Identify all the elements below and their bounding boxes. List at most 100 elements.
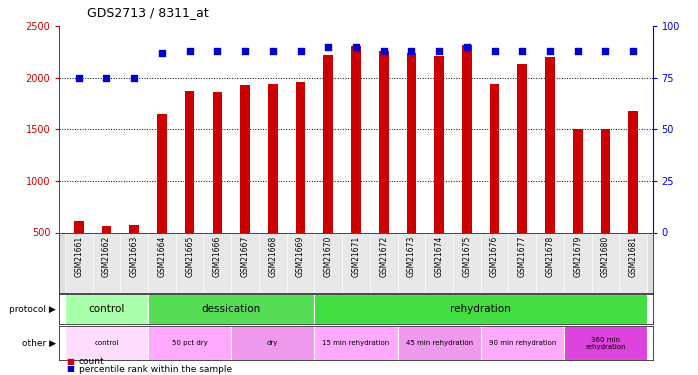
Bar [93,232,120,292]
Point [600,48,611,54]
Text: GSM21667: GSM21667 [241,236,250,277]
Bar [157,114,167,232]
Bar [287,232,314,292]
Point [156,50,168,56]
Bar [120,232,148,292]
Text: GDS2713 / 8311_at: GDS2713 / 8311_at [87,6,209,19]
Bar [323,55,333,232]
Bar [65,294,148,324]
Text: GSM21677: GSM21677 [518,236,527,277]
Point [211,48,223,54]
Point [406,48,417,54]
Point [544,48,556,54]
Point [433,48,445,54]
Point [350,44,362,50]
Text: GSM21673: GSM21673 [407,236,416,277]
Bar [212,92,222,232]
Bar [481,326,564,360]
Point [322,44,334,50]
Text: GSM21678: GSM21678 [546,236,554,277]
Point [73,75,84,81]
Text: GSM21675: GSM21675 [462,236,471,277]
Text: GSM21671: GSM21671 [352,236,360,277]
Point [378,48,389,54]
Bar [296,82,306,232]
Text: ■: ■ [66,357,74,366]
Bar [545,57,555,232]
Bar [425,232,453,292]
Text: GSM21674: GSM21674 [435,236,444,277]
Text: GSM21665: GSM21665 [185,236,194,277]
Bar [592,232,619,292]
Text: rehydration: rehydration [450,304,511,314]
Bar [601,129,610,232]
Bar [314,294,647,324]
Bar [342,232,370,292]
Text: GSM21661: GSM21661 [74,236,83,277]
Bar [434,56,444,232]
Text: GSM21670: GSM21670 [324,236,333,277]
Point [489,48,500,54]
Bar [268,84,278,232]
Text: other ▶: other ▶ [22,339,56,348]
Bar [573,129,583,232]
Bar [74,221,84,232]
Point [101,75,112,81]
Bar [102,226,111,232]
Text: GSM21680: GSM21680 [601,236,610,277]
Bar [536,232,564,292]
Point [461,44,473,50]
Point [239,48,251,54]
Bar [564,326,647,360]
Text: GSM21679: GSM21679 [573,236,582,277]
Text: GSM21669: GSM21669 [296,236,305,277]
Bar [314,232,342,292]
Bar [453,232,481,292]
Bar [259,232,287,292]
Bar [406,53,416,232]
Bar [619,232,647,292]
Text: 45 min rehydration: 45 min rehydration [406,340,473,346]
Bar [314,326,398,360]
Bar [370,232,398,292]
Text: ■: ■ [66,364,74,374]
Bar [65,232,93,292]
Text: GSM21666: GSM21666 [213,236,222,277]
Bar [379,51,389,232]
Text: GSM21663: GSM21663 [130,236,139,277]
Bar [231,232,259,292]
Point [295,48,306,54]
Bar [176,232,204,292]
Bar [240,85,250,232]
Bar [481,232,508,292]
Text: GSM21664: GSM21664 [158,236,166,277]
Text: 15 min rehydration: 15 min rehydration [322,340,389,346]
Bar [508,232,536,292]
Text: 50 pct dry: 50 pct dry [172,340,207,346]
Bar [148,294,314,324]
Point [517,48,528,54]
Text: count: count [79,357,105,366]
Text: GSM21672: GSM21672 [379,236,388,277]
Bar [129,225,139,232]
Point [628,48,639,54]
Bar [398,232,425,292]
Text: control: control [94,340,119,346]
Bar [628,111,638,232]
Bar [148,326,231,360]
Bar [351,46,361,232]
Bar [490,84,500,232]
Bar [517,64,527,232]
Text: percentile rank within the sample: percentile rank within the sample [79,364,232,374]
Point [267,48,279,54]
Text: protocol ▶: protocol ▶ [9,305,56,314]
Text: dessication: dessication [202,304,261,314]
Text: dry: dry [267,340,279,346]
Text: control: control [88,304,125,314]
Text: GSM21676: GSM21676 [490,236,499,277]
Point [572,48,584,54]
Point [184,48,195,54]
Bar [462,45,472,232]
Text: 360 min
rehydration: 360 min rehydration [585,337,626,350]
Point [128,75,140,81]
